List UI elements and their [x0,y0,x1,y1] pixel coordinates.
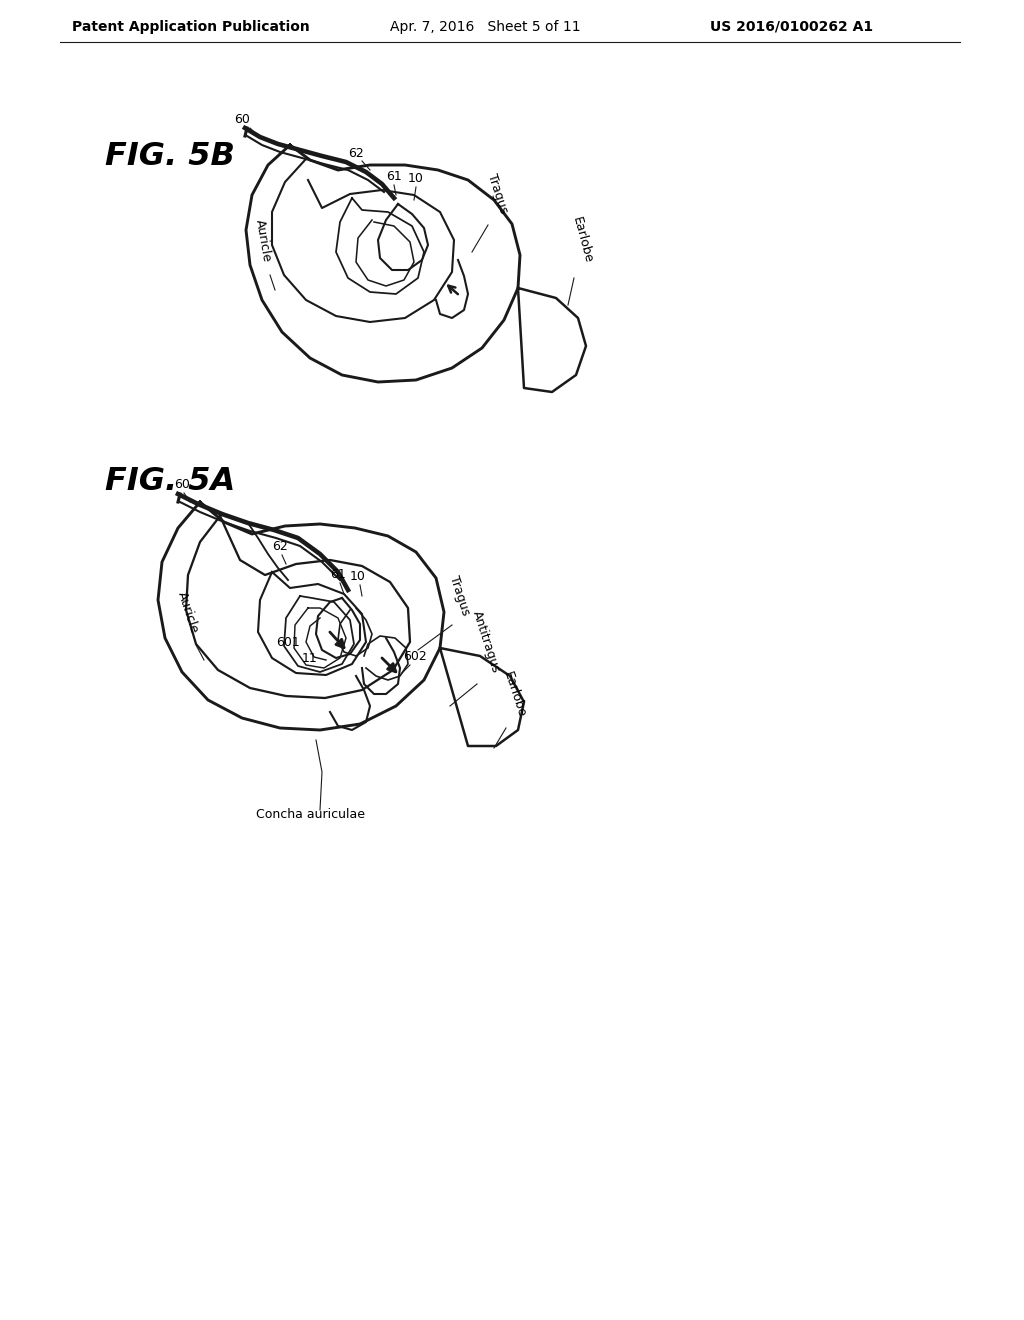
Text: 62: 62 [272,540,288,553]
Text: 602: 602 [403,649,427,663]
Text: Tragus: Tragus [447,574,472,616]
Text: Antitragus: Antitragus [470,610,502,675]
Text: 61: 61 [330,568,346,581]
Text: Apr. 7, 2016   Sheet 5 of 11: Apr. 7, 2016 Sheet 5 of 11 [390,20,581,34]
Text: Auricle: Auricle [253,218,273,263]
Text: 601: 601 [276,636,300,649]
Text: 10: 10 [350,570,366,583]
Text: 11: 11 [302,652,317,665]
Text: 10: 10 [408,172,424,185]
Text: FIG. 5B: FIG. 5B [105,141,234,172]
Text: Concha auriculae: Concha auriculae [256,808,365,821]
Text: 61: 61 [386,170,401,183]
Text: 60: 60 [234,114,250,125]
Text: US 2016/0100262 A1: US 2016/0100262 A1 [710,20,873,34]
Text: Tragus: Tragus [485,172,511,215]
Text: Earlobe: Earlobe [569,215,594,265]
Text: Earlobe: Earlobe [501,669,527,719]
Text: 62: 62 [348,147,364,160]
Text: Auricle: Auricle [175,590,201,635]
Text: Patent Application Publication: Patent Application Publication [72,20,309,34]
Text: FIG. 5A: FIG. 5A [105,466,236,498]
Text: 60: 60 [174,478,189,491]
